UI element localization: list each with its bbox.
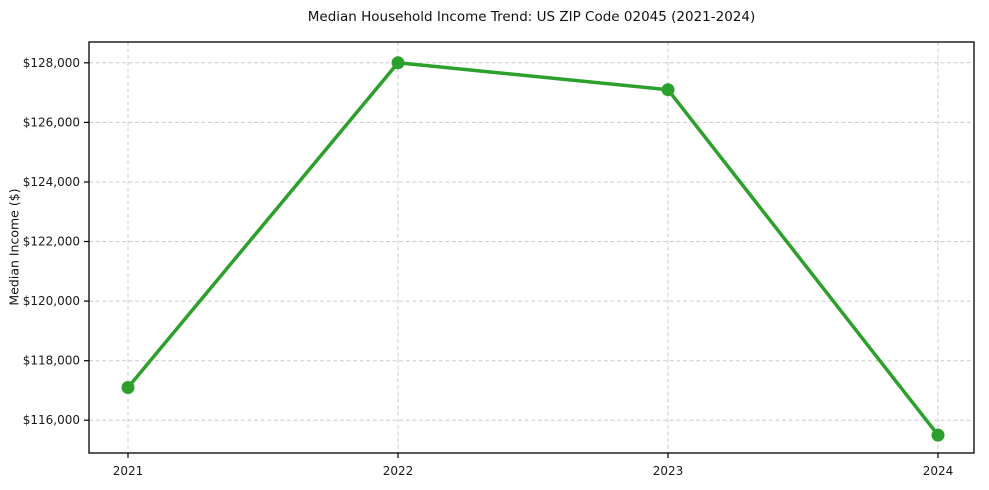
- y-tick-label: $122,000: [23, 235, 80, 249]
- x-tick-label: 2024: [923, 464, 954, 478]
- data-point-2023: [661, 83, 675, 97]
- trend-line: [126, 61, 940, 437]
- y-tick-label: $124,000: [23, 175, 80, 189]
- chart-title: Median Household Income Trend: US ZIP Co…: [307, 9, 756, 25]
- y-tick-label: $118,000: [23, 354, 80, 368]
- y-tick-label: $120,000: [23, 294, 80, 308]
- data-point-2022: [391, 56, 405, 70]
- x-tick-label: 2022: [383, 464, 414, 478]
- y-tick-label: $128,000: [23, 56, 80, 70]
- x-tick-label: 2021: [113, 464, 144, 478]
- data-point-2024: [931, 428, 945, 442]
- x-tick-label: 2023: [653, 464, 684, 478]
- y-tick-label: $126,000: [23, 115, 80, 129]
- y-tick-label: $116,000: [23, 413, 80, 427]
- plot-border: [88, 41, 975, 454]
- data-point-2021: [121, 381, 135, 394]
